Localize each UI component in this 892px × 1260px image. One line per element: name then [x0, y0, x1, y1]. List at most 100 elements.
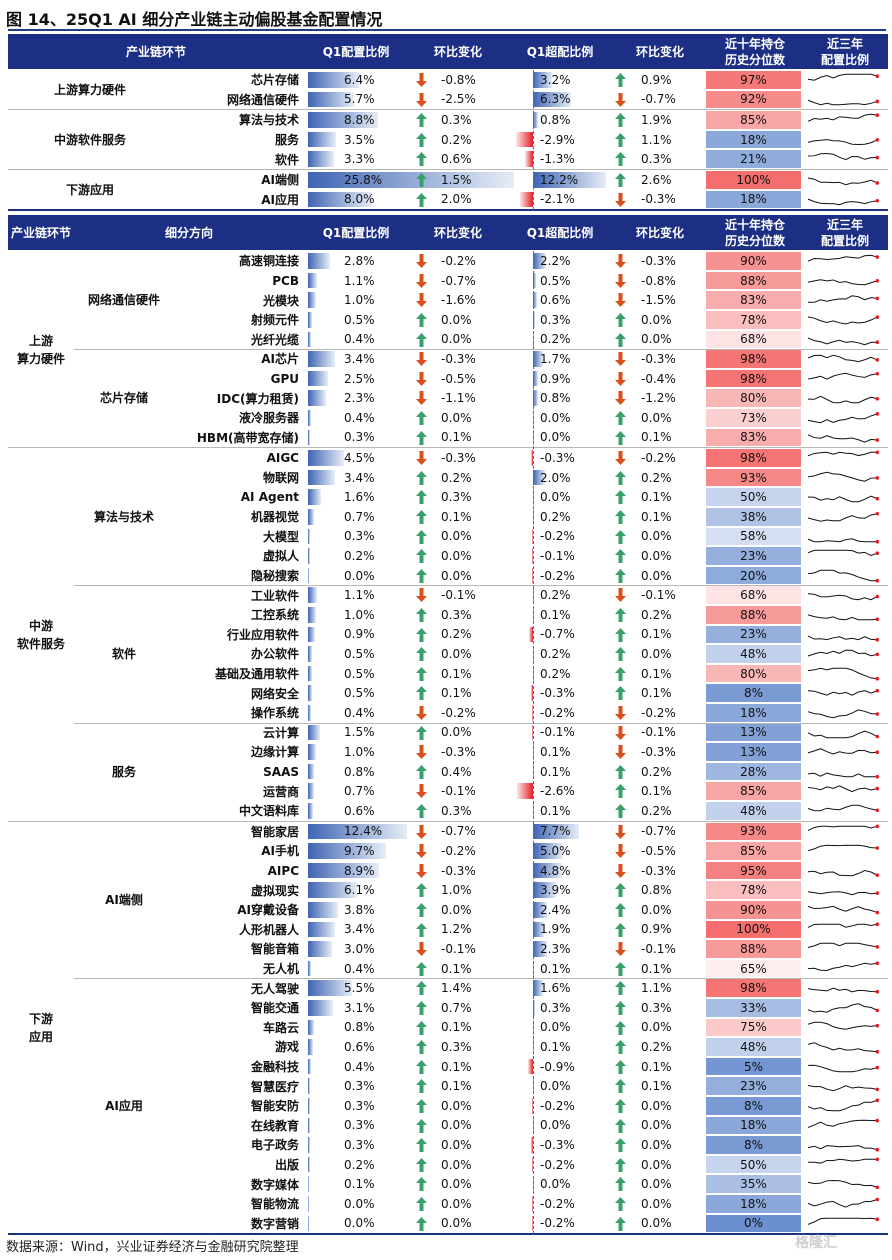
allocation-change: 0.7% [441, 1000, 472, 1015]
overweight-value: 3.9% [540, 883, 571, 898]
table-row: 隐秘搜索 0.0% 0.0% -0.2% 0.0% 20% [0, 566, 892, 586]
trend-sparkline [804, 566, 882, 585]
column-header: Q1配置比例 [322, 225, 390, 240]
overweight-change: 0.2% [641, 764, 672, 779]
overweight-value: -0.2% [540, 1196, 575, 1211]
allocation-value: 0.6% [344, 1039, 375, 1054]
segment-name: 无人驾驶 [250, 981, 299, 996]
table-row: 智能音箱 3.0% -0.1% 2.3% -0.1% 88% [0, 939, 892, 959]
percentile-value: 38% [706, 508, 801, 526]
allocation-value: 0.4% [344, 705, 375, 720]
percentile-value: 18% [706, 704, 801, 722]
overweight-value: 6.3% [540, 92, 571, 107]
allocation-value: 0.0% [344, 568, 375, 583]
trend-sparkline [804, 310, 882, 329]
overweight-change: -0.8% [641, 273, 676, 288]
percentile-value: 13% [706, 723, 801, 742]
overweight-change: 0.0% [641, 332, 672, 347]
overweight-value: -2.6% [540, 784, 575, 799]
table-row: AI芯片 3.4% -0.3% 1.7% -0.3% 98% [0, 349, 892, 369]
allocation-bar [308, 489, 321, 505]
allocation-change: 0.0% [441, 312, 472, 327]
allocation-value: 0.3% [344, 1098, 375, 1113]
row-divider [8, 820, 888, 822]
arrow-up-icon [615, 686, 626, 701]
arrow-up-icon [615, 113, 626, 128]
overweight-value: -0.3% [540, 686, 575, 701]
overweight-value: 0.2% [540, 332, 571, 347]
allocation-value: 3.5% [344, 132, 375, 147]
allocation-bar [308, 312, 312, 328]
trend-sparkline [804, 271, 882, 290]
allocation-bar [308, 390, 327, 406]
arrow-up-icon [416, 961, 427, 976]
allocation-change: 1.4% [441, 981, 472, 996]
segment-name: 光纤光缆 [250, 332, 299, 347]
table-row: 芯片存储 6.4% -0.8% 3.2% 0.9% 97% [0, 70, 892, 90]
trend-sparkline [804, 861, 882, 880]
overweight-change: -1.2% [641, 391, 676, 406]
arrow-down-icon [615, 254, 626, 269]
overweight-change: 0.9% [641, 922, 672, 937]
allocation-bar [308, 980, 352, 996]
allocation-bar [308, 1156, 310, 1173]
table-row: HBM(高带宽存储) 0.3% 0.1% 0.0% 0.1% 83% [0, 428, 892, 448]
column-header: Q1配置比例 [322, 44, 390, 59]
allocation-bar [308, 921, 336, 938]
arrow-down-icon [416, 254, 427, 269]
table-header: 产业链环节 Q1配置比例 环比变化 Q1超配比例 环比变化 近十年持仓 历史分位数 近三年 配置… [8, 34, 888, 69]
overweight-change: 1.1% [641, 981, 672, 996]
overweight-change: 0.1% [641, 1079, 672, 1094]
trend-sparkline [804, 170, 882, 189]
table-row: 智能物流 0.0% 0.0% -0.2% 0.0% 18% [0, 1194, 892, 1214]
table-row: 物联网 3.4% 0.2% 2.0% 0.2% 93% [0, 468, 892, 488]
overweight-bar [533, 390, 538, 406]
allocation-value: 8.8% [344, 112, 375, 127]
trend-sparkline [804, 330, 882, 349]
overweight-change: -0.7% [641, 824, 676, 839]
arrow-up-icon [615, 490, 626, 505]
trend-sparkline [804, 408, 882, 427]
overweight-change: 0.2% [641, 607, 672, 622]
arrow-up-icon [416, 903, 427, 917]
overweight-value: -0.9% [540, 1059, 575, 1074]
segment-name: 光模块 [262, 293, 299, 308]
overweight-change: 0.0% [641, 646, 672, 661]
table-row: 虚拟现实 6.1% 1.0% 3.9% 0.8% 78% [0, 880, 892, 900]
overweight-bar [533, 351, 544, 367]
row-divider [8, 109, 888, 111]
group-label: 网络通信硬件 [87, 293, 160, 308]
arrow-up-icon [416, 1157, 427, 1172]
arrow-down-icon [615, 844, 626, 859]
allocation-bar [308, 1058, 312, 1075]
table-row: 车路云 0.8% 0.1% 0.0% 0.0% 75% [0, 1018, 892, 1038]
segment-name: GPU [270, 371, 299, 386]
zero-axis [533, 70, 534, 211]
allocation-bar [308, 862, 380, 879]
arrow-up-icon [615, 132, 626, 147]
segment-name: 物联网 [262, 471, 299, 486]
segment-name: 运营商 [262, 784, 299, 799]
underweight-bar [531, 705, 533, 721]
arrow-up-icon [416, 173, 427, 187]
allocation-bar [308, 429, 311, 446]
allocation-value: 0.8% [344, 764, 375, 779]
trend-sparkline [804, 468, 882, 487]
overweight-change: -0.3% [641, 863, 676, 878]
percentile-value: 75% [706, 1018, 801, 1037]
table-row: 算法与技术 8.8% 0.3% 0.8% 1.9% 85% [0, 110, 892, 130]
percentile-value: 23% [706, 547, 801, 565]
allocation-value: 6.1% [344, 883, 375, 898]
percentile-value: 8% [706, 684, 801, 702]
segment-name: 工控系统 [250, 608, 299, 623]
allocation-value: 0.4% [344, 961, 375, 976]
overweight-value: -0.7% [540, 627, 575, 642]
arrow-up-icon [615, 430, 626, 445]
overweight-value: 0.0% [540, 430, 571, 445]
allocation-change: -0.3% [441, 450, 476, 465]
allocation-bar [308, 705, 312, 721]
table-row: 软件 3.3% 0.6% -1.3% 0.3% 21% [0, 149, 892, 169]
allocation-change: -0.2% [441, 705, 476, 720]
segment-name: 工业软件 [250, 588, 299, 603]
allocation-bar [308, 351, 336, 367]
